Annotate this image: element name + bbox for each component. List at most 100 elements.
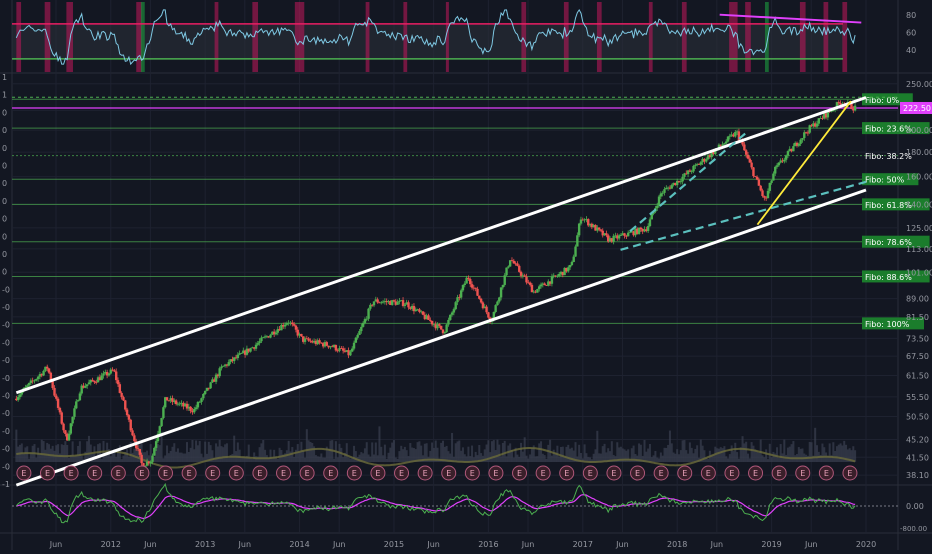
volume-bar	[609, 451, 612, 462]
volume-bar	[48, 444, 51, 462]
volume-bar	[561, 446, 564, 462]
candle-body	[174, 400, 178, 404]
volume-bar	[848, 448, 851, 462]
candle-body	[768, 182, 771, 191]
volume-bar	[710, 454, 713, 462]
volume-bar	[681, 440, 684, 462]
volume-bar	[474, 451, 477, 462]
volume-bar	[167, 453, 170, 462]
volume-bar	[589, 457, 592, 462]
candle-body	[340, 348, 343, 349]
earnings-marker	[842, 465, 858, 481]
candle-body	[183, 403, 187, 407]
candle-body	[338, 348, 341, 351]
volume-bar	[443, 446, 446, 462]
candle-body	[728, 135, 732, 137]
candle-body	[251, 347, 254, 349]
volume-bar	[801, 448, 804, 462]
earnings-marker-label: E	[328, 469, 333, 478]
volume-bar	[471, 445, 474, 462]
candle-body	[792, 146, 795, 152]
x-axis-label: 2020	[856, 540, 876, 549]
volume-bar	[498, 444, 501, 462]
volume-bar	[171, 446, 174, 462]
volume-bar	[668, 430, 671, 462]
candle-body	[200, 398, 203, 402]
volume-bar	[340, 447, 343, 462]
earnings-marker	[630, 465, 646, 481]
rsi-oversold-zone	[764, 2, 769, 72]
volume-bar	[852, 446, 855, 462]
candle-body	[723, 143, 726, 145]
volume-bar	[411, 447, 414, 462]
earnings-marker	[818, 465, 834, 481]
candle-body	[532, 291, 535, 293]
volume-bar	[353, 445, 356, 462]
volume-bar	[284, 453, 287, 462]
candle-body	[46, 366, 49, 369]
volume-bar	[460, 450, 463, 462]
volume-bar	[240, 457, 243, 462]
volume-bar	[115, 456, 118, 462]
candle-body	[82, 385, 85, 388]
volume-bar	[66, 445, 69, 462]
candle-body	[456, 297, 459, 303]
candle-body	[608, 238, 612, 242]
price-tick-label: 125.00	[906, 224, 932, 233]
left-axis-label: 0	[2, 144, 7, 153]
candle-body	[238, 353, 241, 355]
candle-body	[556, 275, 559, 277]
rsi-overbought-zone	[214, 2, 219, 72]
price-tick-label: 38.10	[906, 471, 929, 480]
volume-bar	[812, 455, 815, 462]
price-tick-label: 140.00	[906, 200, 932, 209]
candle-body	[605, 233, 608, 236]
candle-body	[85, 384, 89, 386]
earnings-marker	[748, 465, 764, 481]
candle-body	[759, 185, 762, 191]
left-axis-label: -0	[2, 392, 10, 401]
candle-body	[352, 342, 356, 349]
candle-body	[65, 433, 69, 441]
candle-body	[688, 170, 692, 172]
volume-bar	[500, 456, 503, 462]
fibonacci-label-bg	[862, 173, 919, 186]
rsi-divergence-line	[719, 13, 862, 24]
volume-bar	[267, 457, 270, 462]
candle-body	[205, 387, 209, 391]
volume-bar	[501, 442, 504, 462]
earnings-marker	[488, 465, 504, 481]
candle-body	[89, 379, 92, 383]
earnings-marker	[16, 465, 32, 481]
volume-bar	[610, 441, 613, 462]
candle-body	[220, 366, 223, 369]
candle-body	[51, 381, 54, 388]
volume-bar	[198, 441, 201, 462]
candle-body	[725, 141, 728, 144]
channel-upper-line	[15, 96, 867, 395]
volume-bar	[449, 453, 452, 462]
candle-body	[703, 158, 706, 162]
candle-body	[202, 393, 205, 399]
candle-body	[735, 131, 739, 133]
candle-body	[113, 370, 116, 372]
candle-body	[496, 301, 499, 306]
volume-bar	[658, 458, 661, 462]
price-tick-label: 61.50	[906, 371, 929, 380]
volume-bar	[320, 453, 323, 462]
volume-bar	[621, 448, 624, 462]
volume-bar	[688, 442, 691, 462]
x-axis-label: Jun	[426, 540, 440, 549]
rsi-overbought-zone	[842, 2, 848, 72]
x-axis-label: Jun	[238, 540, 252, 549]
volume-bar	[342, 457, 345, 462]
candle-body	[530, 284, 534, 293]
volume-bar	[373, 454, 376, 462]
volume-bar	[440, 442, 443, 462]
candle-body	[409, 307, 412, 309]
candle-body	[278, 329, 281, 331]
volume-bar	[211, 450, 214, 462]
candle-body	[258, 341, 261, 344]
axes: 80 60 40 38.10 41.50 45.20 50.50 55.50 61.50 67.5…	[2, 11, 932, 549]
